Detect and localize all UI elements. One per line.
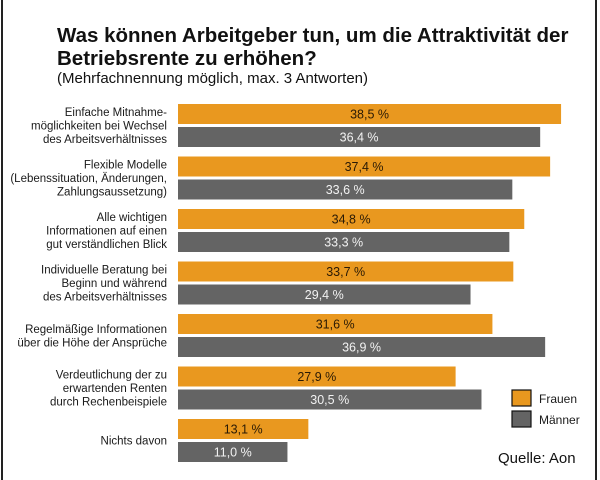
category-label-line: Einfache Mitnahme- [65,107,167,119]
bar-maenner [178,389,482,410]
category-label-line: Regelmäßige Informationen [25,324,167,336]
category-label-line: Alle wichtigen [97,212,167,224]
data-label-maenner: 11,0 % [214,446,252,460]
chart-title-line-1: Was können Arbeitgeber tun, um die Attra… [57,24,569,47]
data-label-frauen: 27,9 % [297,370,336,384]
bar-frauen [178,209,525,229]
category-label: Alle wichtigen Informationen auf einen gut… [46,212,167,251]
bar-maenner [178,127,541,147]
bar-frauen [178,366,456,387]
source-note: Quelle: Aon [498,450,576,467]
data-label-frauen: 34,8 % [332,213,371,227]
category-label-line: Zahlungsaussetzung) [57,187,167,199]
category-label-line: über die Höhe der Ansprüche [17,337,167,349]
data-label-maenner: 29,4 % [305,288,344,302]
legend-swatch-maenner [511,410,532,428]
legend-label-maenner: Männer [539,413,580,427]
chart-title: Was können Arbeitgeber tun, um die Attra… [57,24,587,70]
category-label: Flexible Modelle (Lebenssituation, Änderu… [10,160,167,199]
data-label-frauen: 13,1 % [224,423,263,437]
category-label-line: Individuelle Beratung bei [41,265,167,277]
category-label-line: gut verständlichen Blick [46,239,167,251]
bar-frauen [178,104,562,124]
category-label-line: (Lebenssituation, Änderungen, [10,173,167,185]
category-label-line: des Arbeitsverhältnisses [43,134,167,146]
bar-maenner [178,232,510,252]
bar-maenner [178,337,546,357]
category-label-line: erwartenden Renten [63,383,167,395]
legend-label-frauen: Frauen [539,392,577,406]
bar-frauen [178,261,514,282]
category-label: Nichts davon [101,436,167,448]
data-label-maenner: 33,3 % [324,236,363,250]
data-label-maenner: 33,6 % [326,183,365,197]
data-label-frauen: 31,6 % [316,318,355,332]
bar-maenner [178,284,471,305]
bar-maenner [178,179,513,200]
category-label: Einfache Mitnahme-möglichkeiten bei Wech… [31,107,167,146]
category-label-line: Informationen auf einen [46,226,167,238]
data-label-maenner: 36,4 % [340,131,379,145]
category-label-line: Nichts davon [101,436,167,448]
category-label: Individuelle Beratung bei Beginn und währ… [41,265,167,304]
chart-subtitle: (Mehrfachnennung möglich, max. 3 Antwort… [57,70,368,87]
category-label-line: des Arbeitsverhältnisses [43,292,167,304]
bar-frauen [178,156,551,177]
data-label-maenner: 36,9 % [342,341,381,355]
bar-frauen [178,314,493,334]
chart-title-line-2: Betriebsrente zu erhöhen? [57,47,317,70]
legend-swatch-frauen [511,389,532,407]
data-label-maenner: 30,5 % [310,393,349,407]
data-label-frauen: 37,4 % [345,160,384,174]
data-label-frauen: 38,5 % [350,108,389,122]
category-label: Verdeutlichung der zu erwartenden Renten d… [50,370,167,409]
data-label-frauen: 33,7 % [326,265,365,279]
category-label-line: Verdeutlichung der zu [56,370,167,382]
category-label-line: möglichkeiten bei Wechsel [31,121,167,133]
bar-frauen [178,419,309,439]
category-label: Regelmäßige Informationen über die Höhe d… [17,324,167,350]
category-label-line: durch Rechenbeispiele [50,397,167,409]
category-label-line: Flexible Modelle [84,160,167,172]
category-label-line: Beginn und während [62,278,168,290]
bar-maenner [178,442,288,462]
